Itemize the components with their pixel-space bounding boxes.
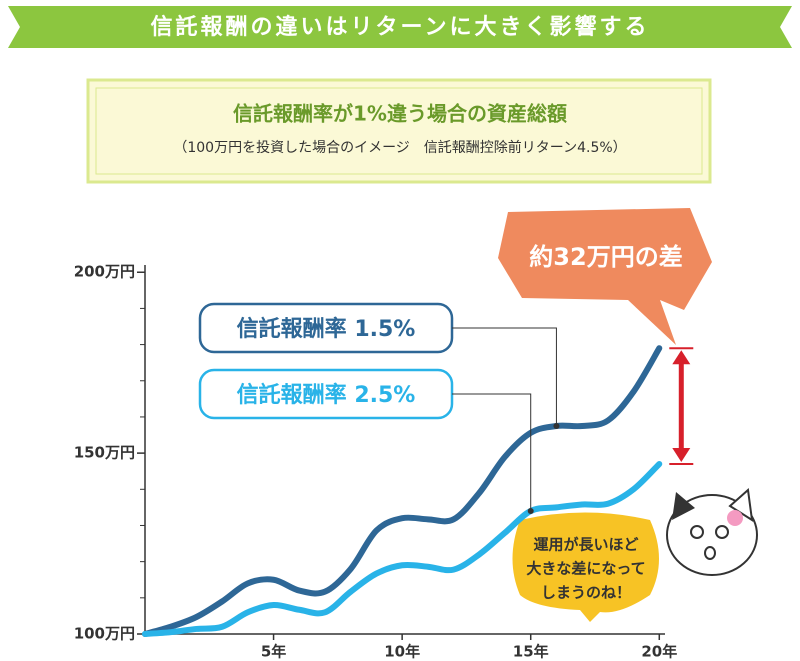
bubble-text: 運用が長いほど (533, 536, 638, 554)
x-tick-label: 20年 (641, 643, 677, 661)
callout-text: 約32万円の差 (529, 243, 682, 271)
x-tick-label: 10年 (384, 643, 420, 661)
chart-title: 信託報酬の違いはリターンに大きく影響する (151, 14, 650, 40)
x-tick-label: 15年 (513, 643, 549, 661)
y-tick-label: 200万円 (74, 263, 135, 281)
legend-label: 信託報酬率 1.5% (237, 316, 416, 342)
legend-label: 信託報酬率 2.5% (237, 382, 416, 408)
callout-shape (498, 208, 712, 345)
subtitle-box-inner (95, 87, 703, 175)
arrow-head (672, 447, 691, 462)
note: （100万円を投資した場合のイメージ 信託報酬控除前リターン4.5%） (173, 139, 626, 156)
x-tick-label: 5年 (261, 643, 286, 661)
cat (666, 488, 758, 576)
leader-line (452, 393, 532, 511)
subtitle-box (86, 78, 712, 184)
arrow-head (672, 350, 691, 365)
y-tick-label: 100万円 (74, 625, 135, 643)
leader-line (452, 327, 557, 426)
bubble-text: 大きな差になって (526, 560, 645, 578)
bubble-text: しまうのね！ (541, 584, 631, 602)
y-tick-label: 150万円 (74, 444, 135, 462)
leader-dot (527, 508, 534, 514)
bubble-shape (512, 512, 659, 622)
leader-dot (553, 422, 560, 429)
series-line (142, 345, 663, 637)
subtitle: 信託報酬率が1%違う場合の資産総額 (233, 102, 567, 126)
series-line (142, 460, 663, 637)
title-banner (8, 6, 792, 48)
